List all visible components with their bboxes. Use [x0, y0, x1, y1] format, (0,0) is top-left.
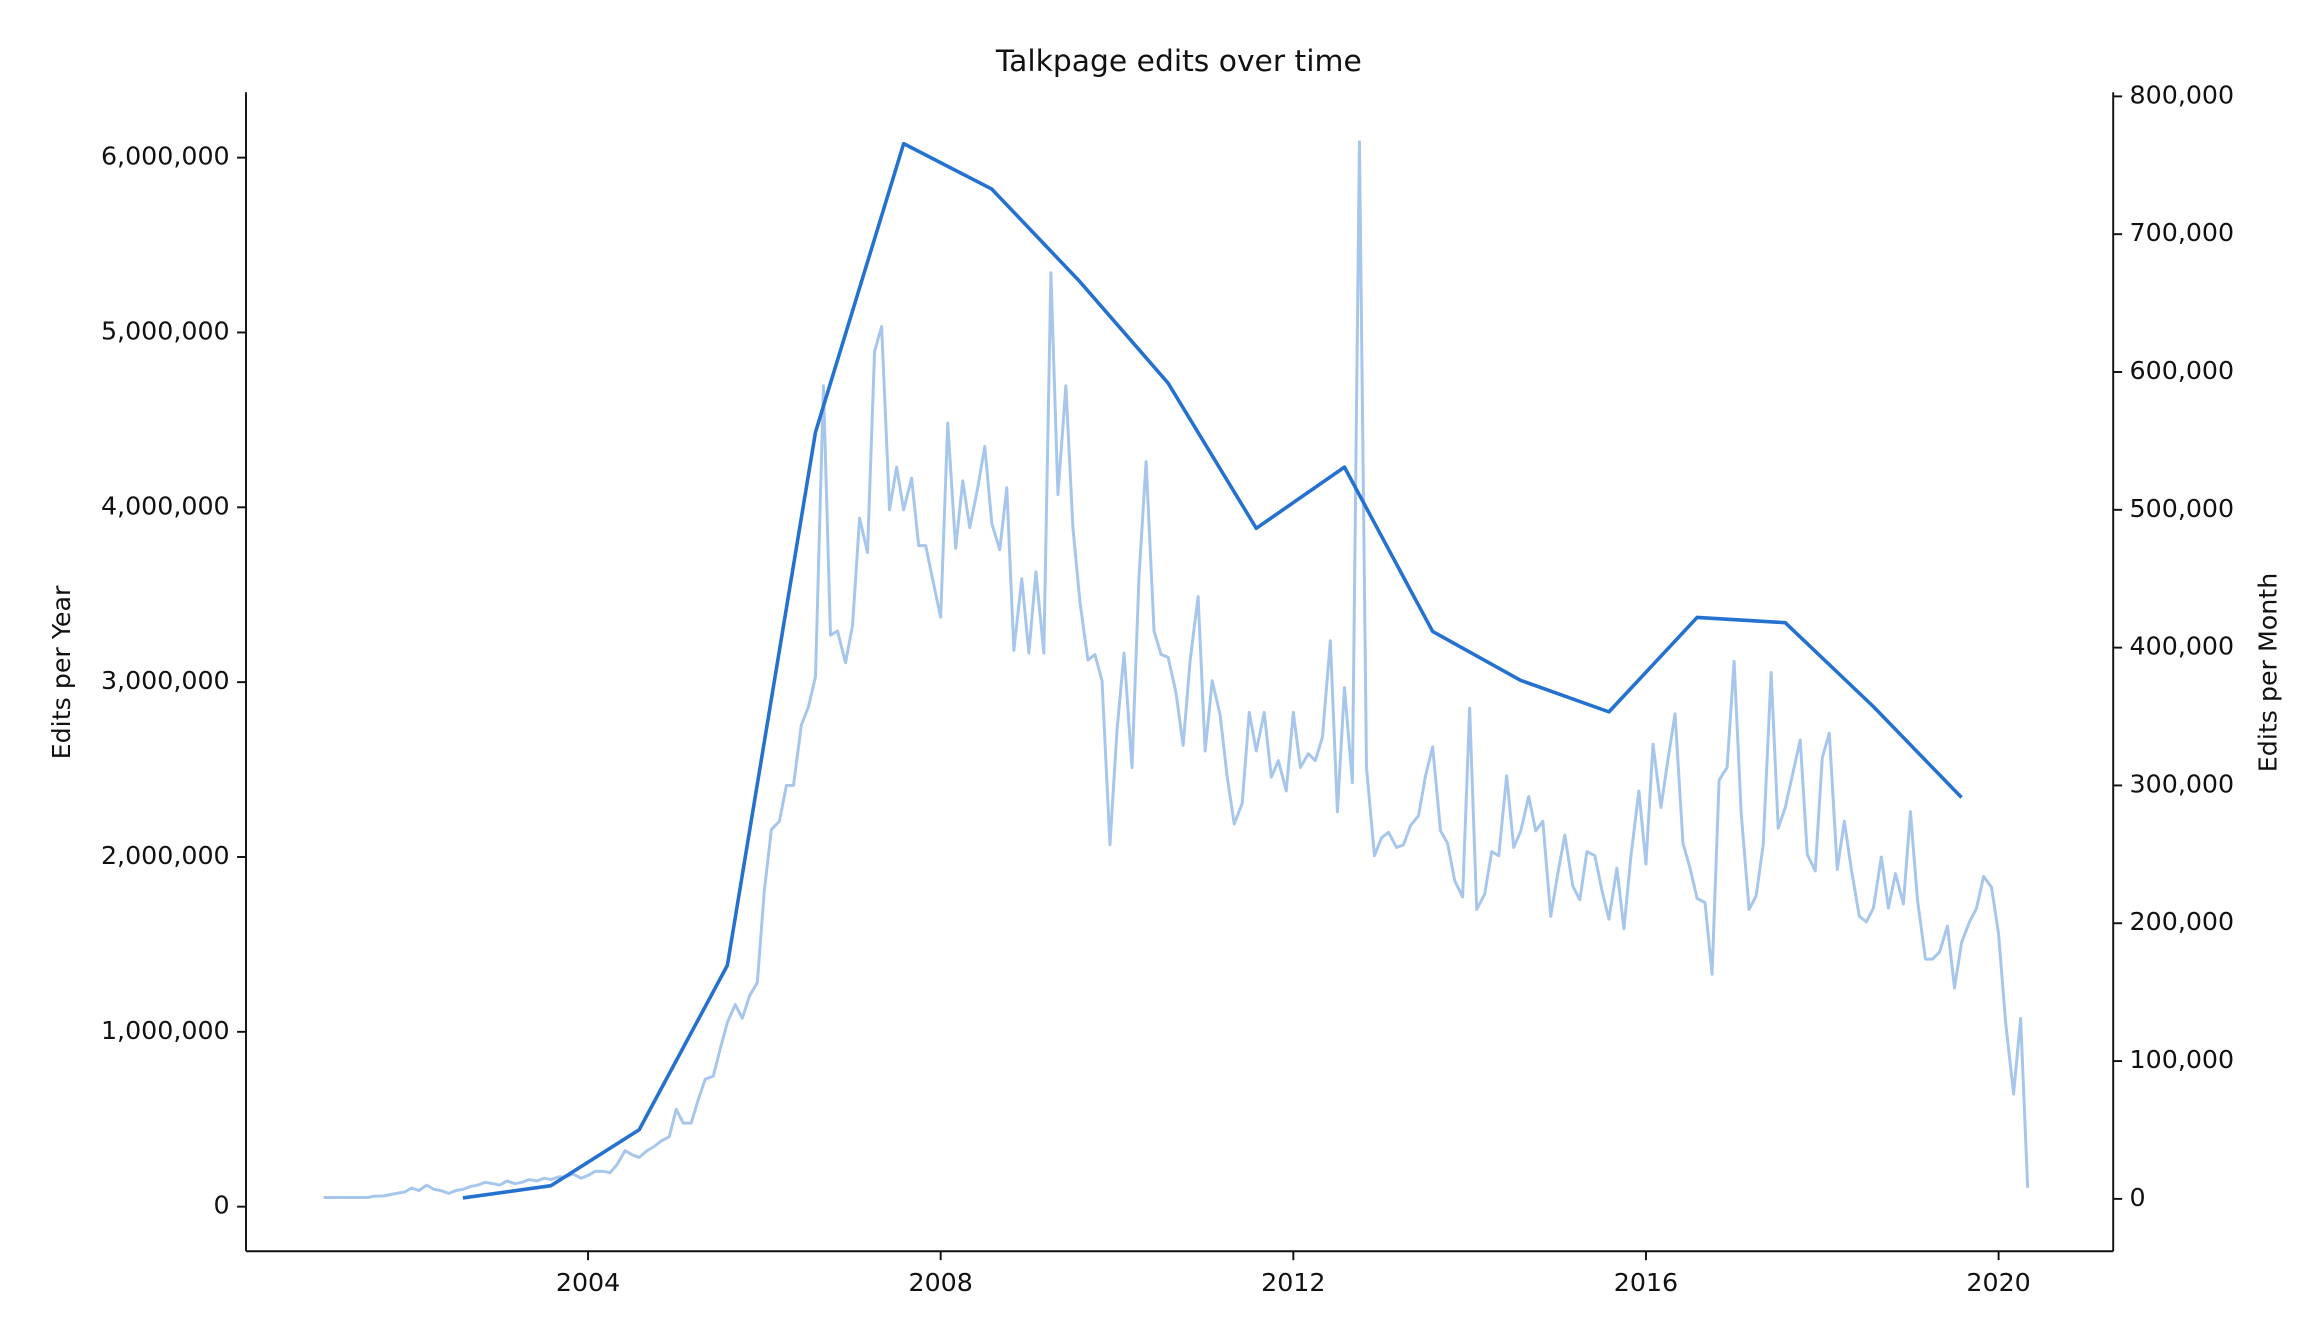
- y2-axis-label: Edits per Month: [2253, 573, 2282, 772]
- x-tick-label: 2012: [1261, 1268, 1325, 1297]
- series-line: [462, 141, 1963, 1200]
- x-tick-label: 2004: [556, 1268, 620, 1297]
- y2-tick-label: 800,000: [2130, 80, 2235, 109]
- y-tick-label: 3,000,000: [101, 666, 230, 695]
- y2-tick-label: 300,000: [2130, 769, 2235, 798]
- x-tick-label: 2020: [1966, 1268, 2030, 1297]
- y-tick-label: 5,000,000: [101, 316, 230, 345]
- y-tick-label: 0: [214, 1191, 230, 1220]
- x-tick-label: 2008: [909, 1268, 973, 1297]
- y2-tick-label: 100,000: [2130, 1045, 2235, 1074]
- chart-title: Talkpage edits over time: [995, 44, 1362, 79]
- y-tick-label: 1,000,000: [101, 1016, 230, 1045]
- y-tick-label: 2,000,000: [101, 841, 230, 870]
- x-tick-label: 2016: [1614, 1268, 1678, 1297]
- y-tick-label: 4,000,000: [101, 491, 230, 520]
- y2-tick-label: 0: [2130, 1183, 2146, 1212]
- series-line: [323, 140, 2030, 1199]
- y-axis-label: Edits per Year: [47, 585, 76, 759]
- y2-tick-label: 400,000: [2130, 632, 2235, 661]
- y2-tick-label: 500,000: [2130, 494, 2235, 523]
- y2-tick-label: 200,000: [2130, 907, 2235, 936]
- y2-tick-label: 700,000: [2130, 218, 2235, 247]
- y-tick-label: 6,000,000: [101, 142, 230, 171]
- y2-tick-label: 600,000: [2130, 356, 2235, 385]
